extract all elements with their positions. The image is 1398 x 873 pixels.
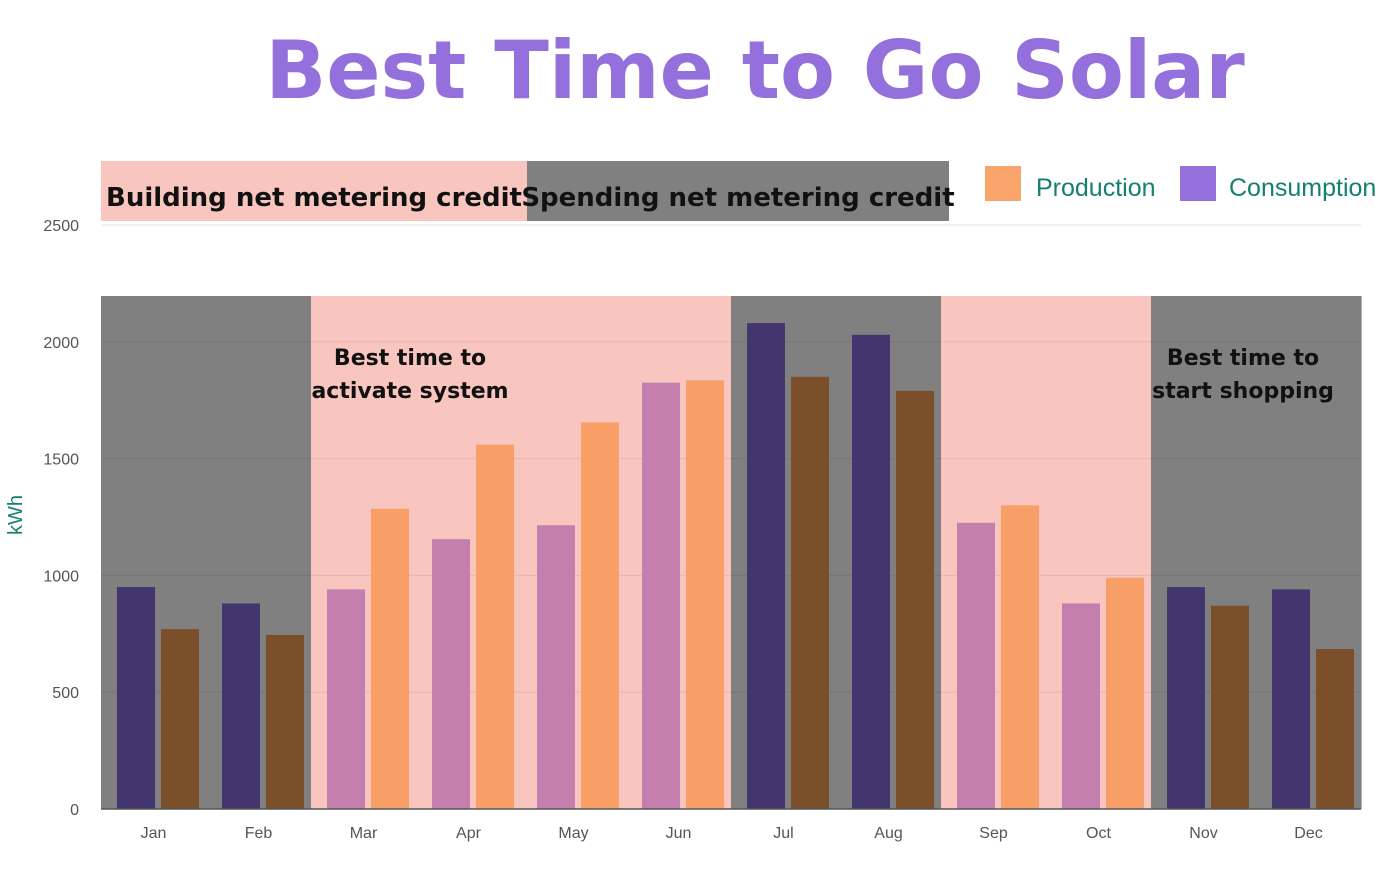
y-tick-labels: 0 500 1000 1500 2000 2500 — [43, 218, 79, 819]
x-tick-label: Aug — [874, 825, 902, 842]
y-axis-label: kWh — [5, 495, 27, 535]
x-tick-label: Oct — [1086, 825, 1111, 842]
header-band-label: Spending net metering credit — [521, 183, 954, 213]
bar-consumption-jan — [117, 587, 155, 809]
annotations: Best time to activate system Best time to s… — [311, 346, 1333, 404]
bar-consumption-sep — [957, 522, 995, 809]
bar-production-jun — [686, 380, 724, 809]
annotation-line: start shopping — [1152, 379, 1334, 404]
x-tick-label: Feb — [245, 825, 273, 842]
plot-area: 0 500 1000 1500 2000 2500 Jan Feb Mar Apr May Jun Ju… — [43, 218, 1362, 842]
x-tick-labels: Jan Feb Mar Apr May Jun Jul Aug Sep Oct Nov Dec — [141, 825, 1323, 842]
y-tick-label: 2000 — [43, 335, 79, 352]
bar-consumption-may — [537, 525, 575, 809]
annotation-line: Best time to — [1167, 346, 1319, 371]
bar-production-jul — [791, 376, 829, 809]
x-tick-label: Dec — [1294, 825, 1322, 842]
bar-production-feb — [266, 634, 304, 809]
annotation-line: activate system — [311, 379, 508, 404]
x-tick-label: Apr — [456, 825, 482, 842]
header-band-light — [101, 161, 527, 221]
x-tick-label: Sep — [979, 825, 1008, 842]
bar-production-nov — [1211, 605, 1249, 809]
bar-consumption-apr — [432, 539, 470, 809]
x-tick-label: Mar — [350, 825, 378, 842]
bar-consumption-nov — [1167, 587, 1205, 809]
y-tick-label: 500 — [52, 685, 79, 702]
legend-label: Consumption — [1229, 174, 1376, 202]
bars — [117, 323, 1354, 809]
chart-title: Best Time to Go Solar — [265, 24, 1245, 117]
x-tick-label: Jul — [773, 825, 793, 842]
y-tick-label: 1000 — [43, 568, 79, 585]
x-tick-label: Jan — [141, 825, 167, 842]
bar-production-dec — [1316, 648, 1354, 809]
annotation-line: Best time to — [334, 346, 486, 371]
y-tick-label: 2500 — [43, 218, 79, 235]
bar-production-mar — [371, 508, 409, 809]
bar-production-jan — [161, 629, 199, 809]
bar-consumption-aug — [852, 334, 890, 809]
y-tick-label: 0 — [70, 802, 79, 819]
legend-swatch-consumption — [1180, 166, 1216, 201]
x-tick-label: Nov — [1189, 825, 1217, 842]
bar-production-aug — [896, 390, 934, 809]
x-tick-label: May — [558, 825, 588, 842]
bar-production-may — [581, 422, 619, 809]
header-band-label: Building net metering credit — [106, 183, 522, 213]
bar-consumption-jul — [747, 323, 785, 809]
bar-consumption-jun — [642, 382, 680, 809]
bar-consumption-mar — [327, 589, 365, 809]
bar-consumption-feb — [222, 603, 260, 809]
bar-production-oct — [1106, 577, 1144, 809]
x-tick-label: Jun — [666, 825, 692, 842]
bar-production-apr — [476, 444, 514, 809]
annotation-text: Best time to activate system — [311, 346, 508, 404]
legend-label: Production — [1036, 174, 1156, 202]
bar-consumption-dec — [1272, 589, 1310, 809]
header-bands: Building net metering credit Spending net… — [101, 161, 955, 221]
legend: Production Consumption — [985, 166, 1376, 202]
y-tick-label: 1500 — [43, 452, 79, 469]
annotation-text: Best time to start shopping — [1152, 346, 1334, 404]
bar-consumption-oct — [1062, 603, 1100, 809]
header-band-dark — [527, 161, 949, 221]
bar-production-sep — [1001, 505, 1039, 809]
legend-swatch-production — [985, 166, 1021, 201]
